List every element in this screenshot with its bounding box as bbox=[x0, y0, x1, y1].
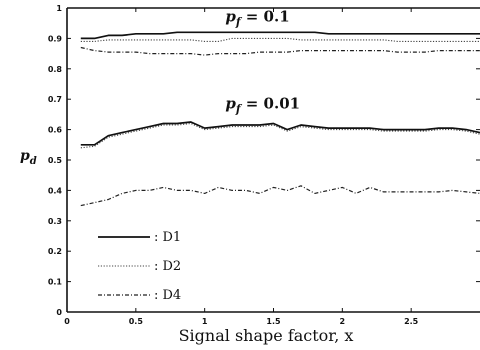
legend: : D1 : D2 : D4 bbox=[98, 230, 181, 303]
series-solid-pf-0-1 bbox=[80, 31, 480, 40]
y-tick-label: 0.7 bbox=[48, 95, 62, 104]
series-dotted-pf-0-1 bbox=[80, 37, 480, 42]
legend-label: : D2 bbox=[154, 259, 181, 274]
series-lines bbox=[80, 31, 480, 207]
y-tick-label: 0.8 bbox=[48, 65, 63, 74]
y-tick-label: 0.9 bbox=[48, 34, 63, 43]
annotation-pf-0: pf = 0.1 bbox=[225, 8, 289, 29]
x-tick-label: 1 bbox=[202, 317, 208, 326]
legend-label: : D4 bbox=[154, 288, 181, 303]
x-tick-label: 1.5 bbox=[266, 317, 281, 326]
x-axis-label: Signal shape factor, x bbox=[179, 326, 354, 345]
series-dashdot-pf-0-1 bbox=[80, 46, 480, 56]
annotations: pf = 0.1 pf = 0.01 bbox=[225, 8, 300, 116]
series-solid-pf-0-01 bbox=[80, 121, 480, 146]
y-tick-label: 0.4 bbox=[48, 186, 63, 195]
y-tick-label: 0.5 bbox=[48, 156, 63, 165]
x-tick-label: 0.5 bbox=[129, 317, 144, 326]
legend-label: : D1 bbox=[154, 230, 181, 245]
x-tick-label: 2 bbox=[340, 317, 346, 326]
axis-ticks: 0 0.1 0.2 0.3 0.4 0.5 0.6 0.7 0.8 0.9 1 0 0.5 1 1.5 2 2.… bbox=[48, 4, 480, 326]
y-tick-label: 0.6 bbox=[48, 126, 63, 135]
x-tick-label: 2.5 bbox=[404, 317, 419, 326]
y-axis-label: pd bbox=[20, 148, 37, 167]
annotation-pf-1: pf = 0.01 bbox=[225, 94, 300, 115]
y-tick-label: 0.2 bbox=[48, 247, 62, 256]
y-tick-label: 0.1 bbox=[48, 278, 63, 287]
series-dashdot-pf-0-01 bbox=[80, 185, 480, 207]
series-dotted-pf-0-01 bbox=[80, 122, 480, 149]
y-tick-label: 0.3 bbox=[48, 217, 62, 226]
y-tick-label: 1 bbox=[56, 4, 62, 13]
x-tick-label: 0 bbox=[64, 317, 70, 326]
y-tick-label: 0 bbox=[56, 308, 62, 317]
